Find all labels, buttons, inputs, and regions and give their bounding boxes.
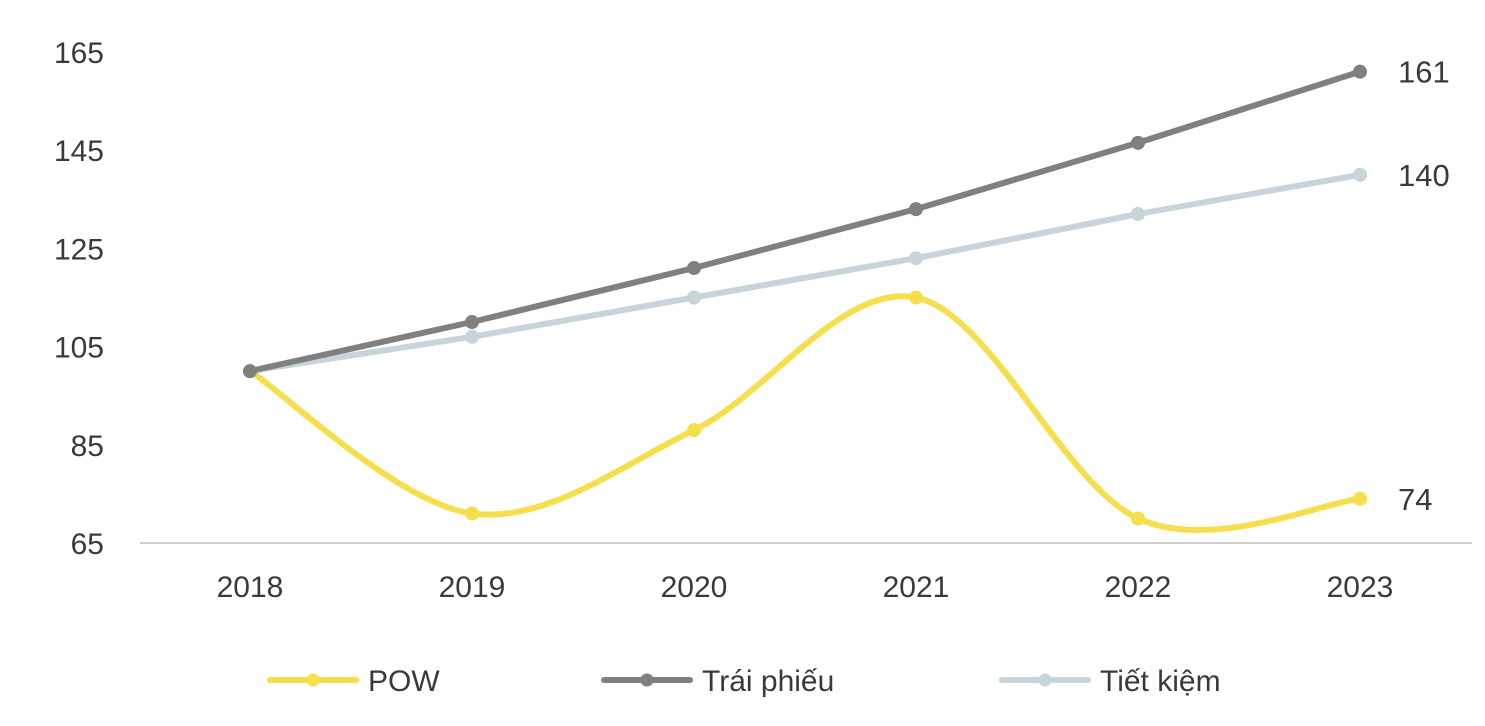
y-tick-label: 125 — [54, 233, 104, 266]
data-point-trai-phieu-2023 — [1353, 64, 1367, 79]
end-label: 140 — [1398, 158, 1450, 193]
data-point-tiet-kiem-2023 — [1353, 167, 1367, 182]
y-tick-label: 145 — [54, 135, 104, 168]
series-trai-phieu — [243, 64, 1367, 379]
legend-marker — [306, 673, 320, 687]
x-tick-label: 2019 — [439, 571, 506, 604]
data-point-pow-2019 — [465, 506, 479, 521]
legend-label: Trái phiếu — [702, 665, 834, 698]
legend-label: POW — [368, 665, 440, 698]
series-tiet-kiem — [243, 167, 1367, 379]
series-line-pow — [247, 293, 1363, 534]
x-tick-label: 2023 — [1327, 571, 1394, 604]
legend-marker — [1038, 673, 1052, 687]
series-pow — [243, 290, 1367, 534]
y-tick-label: 85 — [71, 430, 104, 463]
series-line-tiet-kiem — [247, 171, 1363, 375]
data-point-tiet-kiem-2022 — [1131, 207, 1145, 222]
end-label: 74 — [1398, 482, 1432, 517]
data-point-tiet-kiem-2019 — [465, 329, 479, 344]
end-value-labels: 74 161 140 — [1398, 55, 1450, 517]
data-point-trai-phieu-2019 — [465, 315, 479, 330]
data-point-pow-2023 — [1353, 491, 1367, 506]
data-point-pow-2021 — [909, 290, 923, 305]
data-point-tiet-kiem-2020 — [687, 290, 701, 305]
legend-marker — [640, 673, 654, 687]
y-axis-ticks: 65 85 105 125 145 165 — [54, 37, 104, 561]
x-tick-label: 2020 — [661, 571, 728, 604]
data-point-pow-2020 — [687, 423, 701, 438]
data-point-tiet-kiem-2021 — [909, 251, 923, 266]
y-tick-label: 105 — [54, 332, 104, 365]
legend-label: Tiết kiệm — [1100, 665, 1221, 698]
data-point-trai-phieu-2018 — [243, 364, 257, 379]
y-tick-label: 65 — [71, 528, 104, 561]
y-tick-label: 165 — [54, 37, 104, 70]
x-tick-label: 2018 — [217, 571, 284, 604]
legend-item-tiet-kiem: Tiết kiệm — [999, 665, 1221, 698]
legend: POW Trái phiếu Tiết kiệm — [267, 665, 1221, 698]
end-label: 161 — [1398, 55, 1450, 90]
x-axis-ticks: 2018 2019 2020 2021 2022 2023 — [217, 571, 1394, 604]
data-point-trai-phieu-2020 — [687, 261, 701, 276]
data-point-trai-phieu-2021 — [909, 202, 923, 217]
legend-item-pow: POW — [267, 665, 440, 698]
x-tick-label: 2022 — [1105, 571, 1172, 604]
legend-item-trai-phieu: Trái phiếu — [601, 665, 834, 698]
data-point-trai-phieu-2022 — [1131, 135, 1145, 150]
data-point-pow-2022 — [1131, 511, 1145, 526]
x-tick-label: 2021 — [883, 571, 950, 604]
series-lines — [243, 64, 1367, 534]
series-line-trai-phieu — [247, 68, 1363, 375]
